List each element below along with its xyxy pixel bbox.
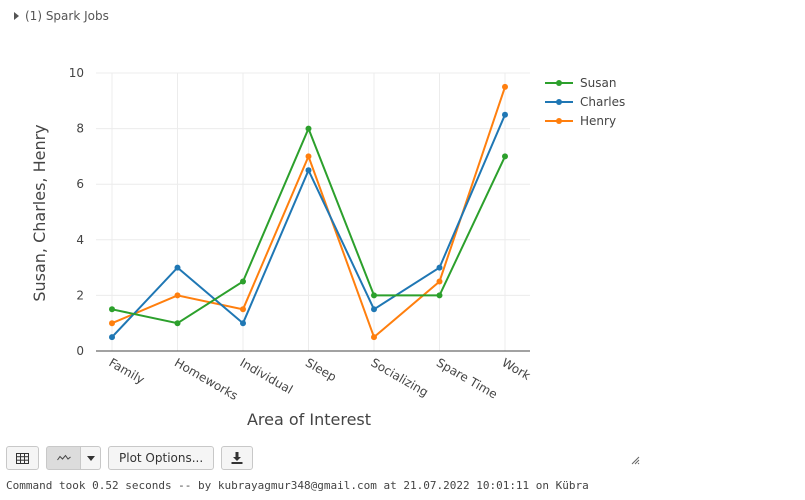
x-axis-title: Area of Interest: [247, 410, 371, 429]
data-point-susan: [305, 125, 312, 132]
y-tick-label: 10: [69, 66, 84, 80]
y-tick-label: 8: [76, 122, 84, 136]
data-point-henry: [305, 153, 312, 160]
resize-handle-icon[interactable]: [631, 456, 640, 465]
x-tick-label: Homeworks: [172, 355, 240, 402]
spark-jobs-toggle[interactable]: (1) Spark Jobs: [14, 9, 109, 23]
data-point-charles: [240, 320, 246, 327]
download-button[interactable]: [221, 446, 254, 470]
data-point-henry: [174, 292, 181, 299]
data-point-henry: [109, 320, 115, 327]
legend-label: Susan: [580, 76, 616, 90]
data-point-charles: [305, 167, 312, 174]
spark-jobs-label: (1) Spark Jobs: [25, 9, 109, 23]
x-tick-label: Individual: [238, 355, 296, 396]
legend-label: Henry: [580, 114, 616, 128]
data-point-charles: [371, 306, 377, 313]
data-point-henry: [240, 306, 246, 313]
table-icon: [16, 452, 29, 464]
plot-options-button[interactable]: Plot Options...: [108, 446, 215, 470]
legend-item-susan[interactable]: Susan: [545, 76, 616, 90]
data-point-henry: [371, 334, 377, 341]
download-icon: [231, 452, 243, 464]
data-point-susan: [174, 320, 181, 327]
data-point-henry: [502, 83, 508, 90]
plot-toolbar: Plot Options...: [6, 446, 254, 470]
y-tick-label: 4: [76, 233, 84, 247]
chart-type-dropdown-button[interactable]: [81, 446, 101, 470]
legend-marker: [556, 118, 562, 124]
x-tick-label: Family: [107, 355, 147, 386]
chart-type-selector: [46, 446, 101, 470]
y-axis-title: Susan, Charles, Henry: [30, 124, 49, 301]
data-point-charles: [502, 111, 508, 118]
table-view-button[interactable]: [6, 446, 39, 470]
legend-label: Charles: [580, 95, 625, 109]
data-point-susan: [109, 306, 115, 313]
data-point-henry: [436, 278, 443, 285]
data-point-charles: [109, 334, 115, 341]
y-tick-label: 6: [76, 177, 84, 191]
data-point-susan: [240, 278, 246, 285]
x-tick-label: Spare Time: [434, 355, 500, 401]
y-tick-label: 2: [76, 288, 84, 302]
caret-right-icon: [14, 12, 19, 20]
chart-view-button[interactable]: [46, 446, 81, 470]
data-point-susan: [436, 292, 443, 299]
line-chart-icon: [56, 454, 71, 461]
legend-item-charles[interactable]: Charles: [545, 95, 625, 109]
data-point-charles: [436, 264, 443, 271]
legend-marker: [556, 80, 562, 86]
caret-down-icon: [86, 455, 95, 461]
legend-marker: [556, 99, 562, 105]
data-point-susan: [502, 153, 508, 160]
command-status-text: Command took 0.52 seconds -- by kubrayag…: [6, 479, 589, 492]
data-point-susan: [371, 292, 377, 299]
x-tick-label: Socializing: [369, 355, 431, 399]
data-point-charles: [174, 264, 181, 271]
y-tick-label: 0: [76, 344, 84, 358]
x-tick-label: Sleep: [303, 355, 339, 384]
legend-item-henry[interactable]: Henry: [545, 114, 616, 128]
x-tick-label: Work: [500, 355, 533, 382]
